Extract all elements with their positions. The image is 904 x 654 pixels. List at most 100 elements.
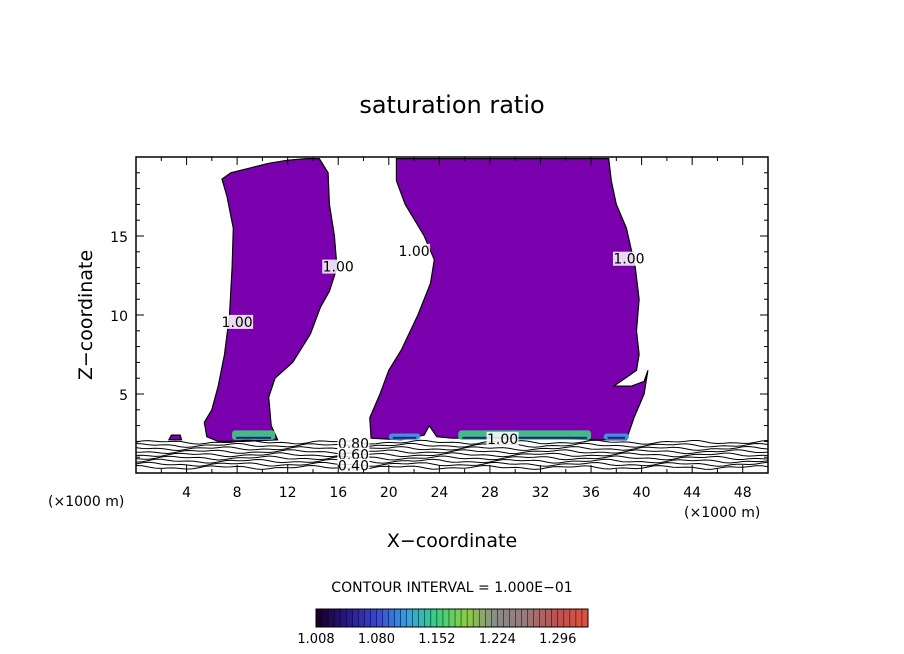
colorbar-cell	[467, 609, 474, 627]
colorbar-cell	[473, 609, 480, 627]
colorbar-cell	[334, 609, 341, 627]
highlight-edge-3	[607, 436, 625, 439]
colorbar-cell	[533, 609, 541, 627]
colorbar-cell	[424, 609, 432, 627]
colorbar-cell	[436, 609, 444, 627]
x-tick-label: 4	[182, 485, 191, 501]
region-left-cloud	[203, 158, 338, 442]
y-axis-label: Z−coordinate	[75, 250, 97, 380]
x-tick-label: 16	[329, 485, 347, 501]
contour-label-0: 1.00	[323, 260, 354, 276]
contour-line-7	[135, 461, 769, 467]
colorbar-cell	[352, 609, 359, 627]
colorbar-cell	[515, 609, 522, 627]
contour-line-0	[135, 439, 769, 445]
colorbar-tick-label: 1.224	[479, 632, 516, 647]
contour-line-5	[135, 455, 769, 461]
region-small-cell	[167, 434, 183, 441]
contour-line-3	[135, 449, 769, 455]
colorbar-frame	[315, 608, 589, 628]
y-tick-label: 5	[119, 388, 128, 404]
y-tick-label: 10	[110, 309, 128, 325]
contour-label-bg-0	[322, 259, 355, 274]
contour-label-4: 1.00	[487, 432, 518, 448]
colorbar-cell	[346, 609, 353, 627]
contour-label-3: 1.00	[613, 252, 644, 268]
colorbar-cell	[442, 609, 450, 627]
colorbar-labels: 1.008 1.080 1.152 1.224 1.296	[297, 632, 576, 647]
colorbar-cell	[521, 609, 528, 627]
contour-label-bg-7	[337, 458, 370, 473]
colorbar-cell	[412, 609, 420, 627]
contour-interval-text: CONTOUR INTERVAL = 1.000E−01	[331, 580, 572, 596]
highlight-edge-1	[392, 436, 417, 439]
colorbar-tick-label: 1.296	[539, 632, 576, 647]
contour-label-bg-2	[398, 243, 431, 258]
colorbar-cell	[479, 609, 486, 627]
chart-title: saturation ratio	[359, 91, 544, 119]
colorbar-cell	[491, 609, 498, 627]
colorbar-cell	[316, 609, 323, 627]
region-right-cloud	[369, 158, 649, 441]
contour-label-bg-3	[612, 251, 645, 266]
x-unit-right: (×1000 m)	[684, 505, 760, 521]
colorbar-tick-label: 1.008	[297, 632, 334, 647]
x-tick-label: 12	[279, 485, 297, 501]
contour-line-1	[135, 442, 769, 448]
colorbar-cell	[569, 609, 577, 627]
x-tick-label: 20	[380, 485, 398, 501]
colorbar-cell	[370, 609, 377, 627]
colorbar-cell	[563, 609, 571, 627]
colorbar-cell	[581, 609, 589, 627]
x-tick-label: 40	[633, 485, 651, 501]
colorbar-cell	[557, 609, 565, 627]
colorbar-cell	[328, 609, 335, 627]
contour-label-bg-6	[337, 447, 370, 462]
colorbar-cell	[322, 609, 329, 627]
x-tick-label: 28	[481, 485, 499, 501]
contour-line-2	[135, 445, 769, 452]
contour-label-bg-1	[221, 314, 254, 329]
highlight-edge-2	[462, 436, 588, 439]
contour-line-8	[135, 464, 769, 470]
colorbar-cell	[376, 609, 383, 627]
colorbar-cell	[527, 609, 534, 627]
colorbar-cell	[358, 609, 365, 627]
colorbar-cell	[485, 609, 492, 627]
x-axis-ticks: 4 8 12 16 20 24 28 32 36 40 44 48	[160, 157, 769, 501]
colorbar-cell	[503, 609, 510, 627]
x-tick-label: 8	[233, 485, 242, 501]
highlight-patch-3	[603, 433, 629, 440]
colorbar-cell	[497, 609, 504, 627]
y-tick-label: 15	[110, 230, 128, 246]
colorbar-cell	[406, 609, 414, 627]
colorbar-cell	[430, 609, 438, 627]
y-axis-ticks: 5 10 15	[110, 172, 768, 458]
x-tick-label: 36	[582, 485, 600, 501]
colorbar-cell	[382, 609, 389, 627]
x-tick-label: 32	[532, 485, 550, 501]
contour-line-6	[135, 458, 769, 464]
colorbar-cell	[461, 609, 468, 627]
highlight-patch-1	[388, 433, 421, 440]
colorbar-tick-label: 1.080	[358, 632, 395, 647]
contour-label-1: 1.00	[222, 315, 253, 331]
contour-label-2: 1.00	[398, 244, 429, 260]
x-tick-label: 48	[734, 485, 752, 501]
contour-label-bg-5	[337, 436, 370, 451]
contour-line-4	[135, 452, 769, 458]
colorbar-cell	[455, 609, 462, 627]
contour-label-bg-4	[486, 431, 519, 446]
colorbar-cell	[394, 609, 402, 627]
colorbar-cell	[545, 609, 553, 627]
highlight-edge-0	[236, 436, 272, 439]
colorbar	[315, 608, 589, 628]
colorbar-cell	[364, 609, 371, 627]
x-tick-label: 44	[683, 485, 701, 501]
x-tick-label: 24	[430, 485, 448, 501]
colorbar-cell	[575, 609, 583, 627]
colorbar-cell	[509, 609, 516, 627]
colorbar-cell	[400, 609, 408, 627]
colorbar-cell	[448, 609, 456, 627]
